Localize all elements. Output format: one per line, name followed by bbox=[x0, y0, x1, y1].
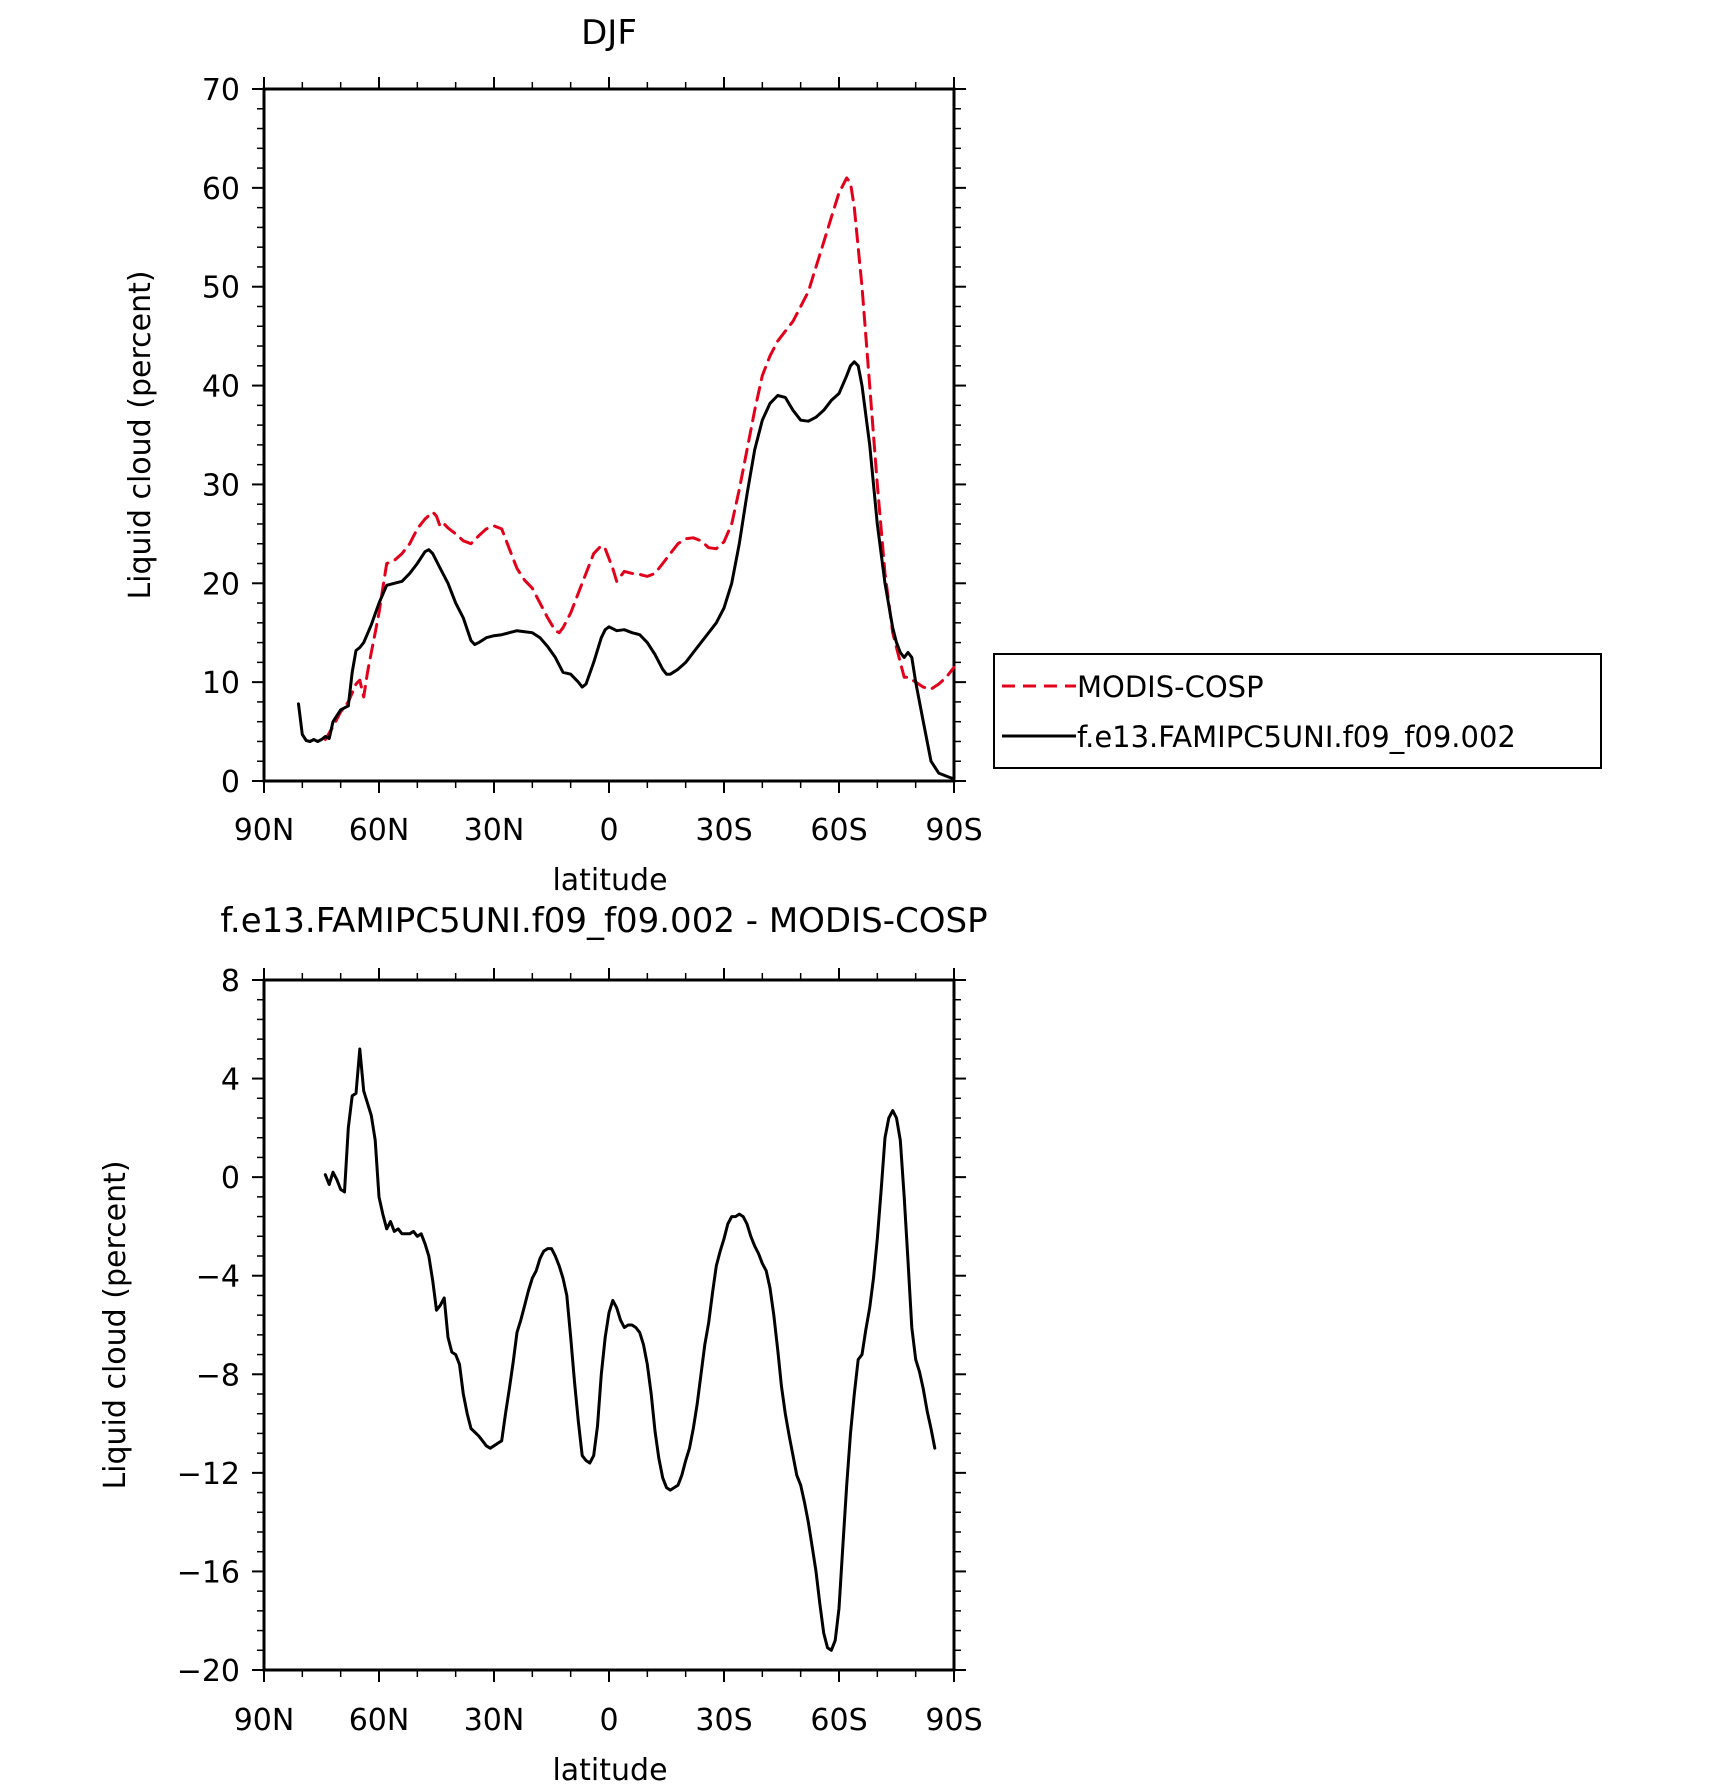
y-tick-label: 40 bbox=[202, 370, 240, 405]
x-tick-label: 90N bbox=[234, 813, 295, 848]
y-tick-label: −12 bbox=[177, 1457, 240, 1492]
y-tick-label: 60 bbox=[202, 172, 240, 207]
x-tick-label: 60S bbox=[810, 813, 867, 848]
y-tick-label: −16 bbox=[177, 1555, 240, 1590]
x-axis-label: latitude bbox=[552, 1753, 667, 1788]
y-axis-label: Liquid cloud (percent) bbox=[98, 1160, 133, 1489]
x-tick-label: 0 bbox=[599, 1703, 618, 1738]
x-axis-label: latitude bbox=[552, 863, 667, 898]
series-line-1 bbox=[323, 176, 956, 741]
chart-title: DJF bbox=[581, 13, 637, 53]
legend: MODIS-COSP f.e13.FAMIPC5UNI.f09_f09.002 bbox=[993, 653, 1602, 769]
y-axis-label: Liquid cloud (percent) bbox=[123, 270, 158, 599]
series-line-2 bbox=[297, 360, 956, 781]
y-tick-label: 10 bbox=[202, 666, 240, 701]
y-tick-label: −20 bbox=[177, 1654, 240, 1689]
plot-frame bbox=[262, 978, 956, 1672]
y-tick-label: 0 bbox=[221, 1161, 240, 1196]
chart-1: DJF 90N 60N 30N 0 30S 60S 90S 0 10 20 30 40 50 60 70 lat… bbox=[123, 13, 1602, 898]
x-tick-label: 30S bbox=[695, 813, 752, 848]
x-tick-label: 60S bbox=[810, 1703, 867, 1738]
x-tick-label: 60N bbox=[349, 813, 410, 848]
chart-2: f.e13.FAMIPC5UNI.f09_f09.002 - MODIS-COS… bbox=[98, 901, 988, 1788]
legend-label-1: MODIS-COSP bbox=[1077, 670, 1264, 704]
legend-label-2: f.e13.FAMIPC5UNI.f09_f09.002 bbox=[1077, 720, 1516, 754]
y-tick-label: 50 bbox=[202, 271, 240, 306]
x-tick-label: 30N bbox=[464, 813, 525, 848]
y-tick-label: −8 bbox=[196, 1358, 240, 1393]
y-tick-label: 30 bbox=[202, 468, 240, 503]
y-tick-label: −4 bbox=[196, 1260, 240, 1295]
y-tick-label: 8 bbox=[221, 964, 240, 999]
chart-title: f.e13.FAMIPC5UNI.f09_f09.002 - MODIS-COS… bbox=[220, 901, 987, 941]
x-tick-label: 90N bbox=[234, 1703, 295, 1738]
x-tick-label: 0 bbox=[599, 813, 618, 848]
y-tick-label: 4 bbox=[221, 1063, 240, 1098]
y-tick-label: 20 bbox=[202, 567, 240, 602]
series-line-1 bbox=[323, 1047, 937, 1652]
x-tick-label: 90S bbox=[925, 813, 982, 848]
legend-box bbox=[993, 653, 1602, 769]
y-tick-label: 0 bbox=[221, 765, 240, 800]
x-tick-label: 60N bbox=[349, 1703, 410, 1738]
y-tick-label: 70 bbox=[202, 73, 240, 108]
x-tick-label: 30N bbox=[464, 1703, 525, 1738]
x-tick-label: 90S bbox=[925, 1703, 982, 1738]
x-tick-label: 30S bbox=[695, 1703, 752, 1738]
